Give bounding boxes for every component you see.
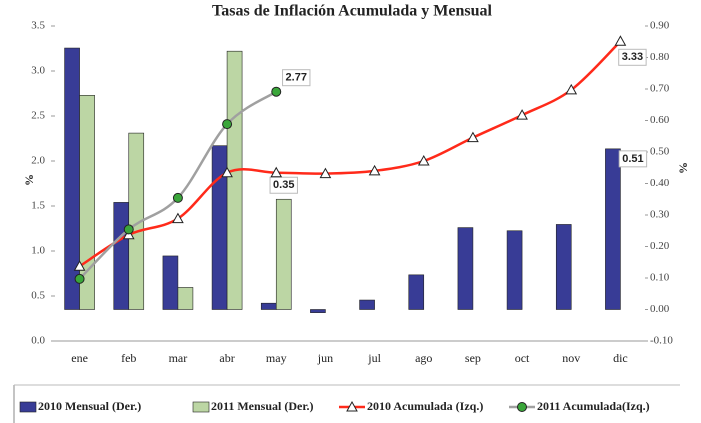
value-label: 0.51 xyxy=(622,153,643,165)
marker xyxy=(467,131,479,143)
bar xyxy=(275,198,292,310)
x-tick-label: mar xyxy=(169,351,188,365)
y-tick-label: 1.0 xyxy=(31,245,45,257)
chart-title: Tasas de Inflación Acumulada y Mensual xyxy=(212,3,492,20)
legend-swatch xyxy=(19,401,37,413)
marker xyxy=(221,166,233,178)
value-label: 0.35 xyxy=(273,179,294,191)
y-tick-label: 2.0 xyxy=(31,155,45,167)
bar xyxy=(310,309,326,313)
bar xyxy=(113,202,130,310)
value-label: 3.33 xyxy=(622,51,643,63)
marker xyxy=(516,109,528,120)
bar xyxy=(226,50,243,310)
y-tick-label: 1.5 xyxy=(31,200,45,212)
bar xyxy=(408,274,425,310)
y-tick-label: 2.5 xyxy=(31,110,45,122)
value-label-box xyxy=(618,150,648,168)
bar xyxy=(162,255,179,310)
legend-label: 2010 Mensual (Der.) xyxy=(38,399,141,413)
line xyxy=(78,40,622,268)
bar xyxy=(177,287,194,310)
marker xyxy=(565,83,578,95)
marker xyxy=(73,260,86,271)
y-tick-label: 3.5 xyxy=(31,20,45,32)
legend-marker xyxy=(517,402,527,412)
bar xyxy=(555,224,572,310)
legend-label: 2011 Acumulada(Izq.) xyxy=(537,399,650,413)
x-tick-label: nov xyxy=(562,351,580,365)
value-label: 2.77 xyxy=(286,72,307,84)
bar xyxy=(506,230,523,310)
legend-label: 2010 Acumulada (Izq.) xyxy=(367,399,483,413)
bar xyxy=(211,145,228,310)
x-tick-label: ago xyxy=(415,351,432,365)
y2-tick-label: 0.80 xyxy=(650,51,670,63)
bar xyxy=(457,227,474,310)
x-tick-label: jun xyxy=(317,351,333,365)
value-label-box xyxy=(269,176,298,194)
marker xyxy=(614,35,627,46)
y2-axis-label: % xyxy=(676,162,690,174)
y2-tick-label: -0.10 xyxy=(650,335,673,347)
line xyxy=(78,90,277,280)
y-tick-label: 0.5 xyxy=(31,290,45,302)
marker xyxy=(172,192,183,203)
marker xyxy=(74,273,85,284)
bar xyxy=(605,148,621,310)
marker xyxy=(319,167,332,179)
legend-marker xyxy=(346,400,358,412)
y-axis-label: % xyxy=(22,174,36,186)
y2-tick-label: 0.90 xyxy=(650,20,670,32)
marker xyxy=(417,154,430,166)
marker xyxy=(270,166,283,178)
y2-tick-label: 0.70 xyxy=(650,83,670,95)
y-tick-label: 3.0 xyxy=(31,65,45,77)
bar xyxy=(79,95,95,310)
value-label-box xyxy=(618,48,647,66)
y2-tick-label: 0.10 xyxy=(650,272,670,284)
x-tick-label: oct xyxy=(515,351,530,365)
bar xyxy=(260,302,277,310)
y2-tick-label: 0.40 xyxy=(650,177,670,189)
x-tick-label: feb xyxy=(121,351,136,365)
marker xyxy=(123,224,134,235)
marker xyxy=(172,212,184,224)
x-tick-label: sep xyxy=(465,351,481,365)
legend-swatch xyxy=(192,401,210,413)
marker xyxy=(368,164,381,176)
x-tick-label: ene xyxy=(71,351,88,365)
marker xyxy=(271,86,282,97)
y2-tick-label: 0.20 xyxy=(650,240,670,252)
y-tick-label: 0.0 xyxy=(31,335,45,347)
legend-label: 2011 Mensual (Der.) xyxy=(211,399,314,413)
x-tick-label: dic xyxy=(613,351,628,365)
y2-tick-label: 0.00 xyxy=(650,303,670,315)
bar xyxy=(359,299,375,310)
marker xyxy=(222,119,233,130)
x-tick-label: jul xyxy=(367,351,381,365)
y2-tick-label: 0.50 xyxy=(650,146,670,158)
value-label-box xyxy=(282,69,311,87)
y2-tick-label: 0.30 xyxy=(650,209,670,221)
y2-tick-label: 0.60 xyxy=(650,114,670,126)
x-tick-label: abr xyxy=(219,351,234,365)
x-tick-label: may xyxy=(266,351,287,365)
